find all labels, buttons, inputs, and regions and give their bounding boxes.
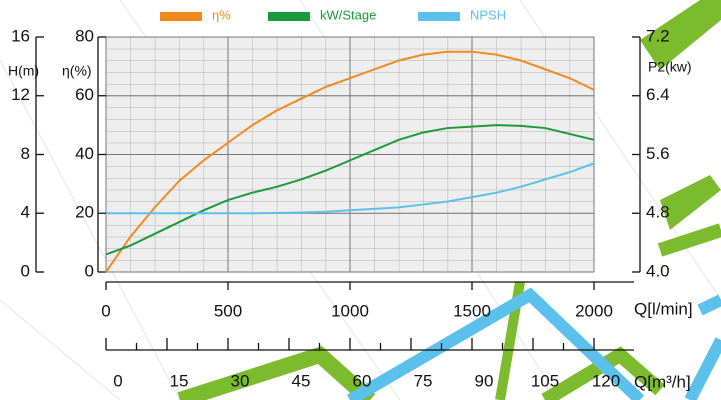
legend-swatch [418, 12, 460, 21]
legend-label: kW/Stage [320, 7, 376, 22]
y-tick-label: 0 [85, 261, 94, 280]
y2-tick-label: 4.0 [646, 261, 670, 280]
series-line [106, 162, 595, 215]
x2-tick-label: 90 [475, 371, 494, 390]
series-line [105, 124, 595, 256]
x2-tick-label: 45 [292, 371, 311, 390]
y3-tick-label: 0 [21, 261, 30, 280]
y2-tick-label: 4.8 [646, 203, 670, 222]
x-tick-label: 1500 [453, 301, 491, 320]
y2-tick-label: 5.6 [646, 144, 670, 163]
x-tick-label: 1000 [331, 301, 369, 320]
y-axis-label: η(%) [62, 63, 92, 79]
x2-tick-label: 120 [592, 371, 620, 390]
legend-swatch [160, 12, 202, 21]
x2-tick-label: 0 [113, 371, 122, 390]
x2-tick-label: 60 [353, 371, 372, 390]
y2-tick-label: 7.2 [646, 26, 670, 45]
y-tick-label: 20 [75, 203, 94, 222]
x-tick-label: 0 [101, 301, 110, 320]
x-tick-label: 2000 [575, 301, 613, 320]
legend-label: η% [212, 7, 231, 22]
y3-tick-label: 16 [11, 26, 30, 45]
x2-tick-label: 15 [170, 371, 189, 390]
legend-swatch [268, 12, 310, 21]
y2-axis-label: P2(kw) [648, 59, 692, 75]
x-axis-label: Q[l/min] [634, 299, 693, 318]
y-tick-label: 40 [75, 144, 94, 163]
y-tick-label: 60 [75, 85, 94, 104]
x2-axis-label: Q[m³/h] [634, 372, 691, 391]
y3-tick-label: 8 [21, 144, 30, 163]
x2-tick-label: 30 [231, 371, 250, 390]
y-tick-label: 80 [75, 26, 94, 45]
y3-axis-label: H(m) [8, 63, 39, 79]
x2-tick-label: 105 [531, 371, 559, 390]
x-tick-label: 500 [214, 301, 242, 320]
y2-tick-label: 6.4 [646, 85, 670, 104]
y3-tick-label: 4 [21, 203, 30, 222]
legend-label: NPSH [470, 7, 506, 22]
x2-tick-label: 75 [414, 371, 433, 390]
y3-tick-label: 12 [11, 85, 30, 104]
series-line [105, 50, 595, 273]
